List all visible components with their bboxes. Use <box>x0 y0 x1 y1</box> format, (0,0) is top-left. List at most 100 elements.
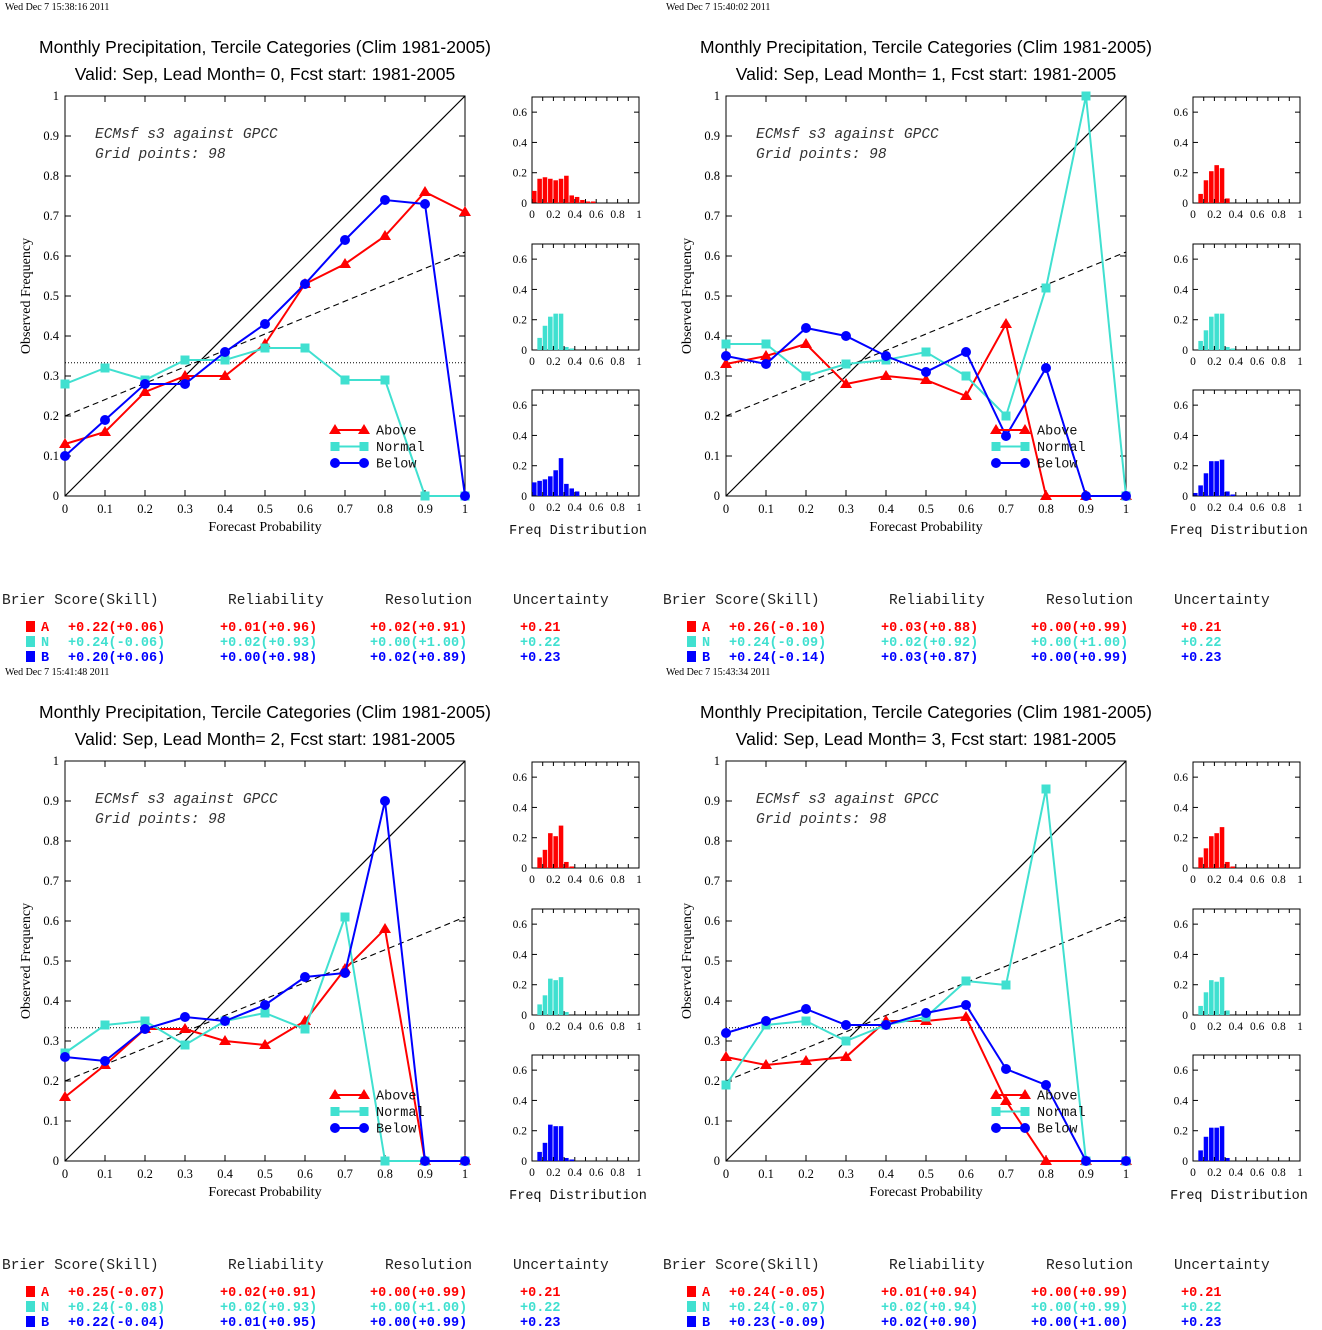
histogram-bar <box>558 178 564 203</box>
annotation-line1: ECMsf s3 against GPCC <box>756 127 939 143</box>
x-tick-label: 0.2 <box>798 502 814 516</box>
y-tick-label: 0.8 <box>704 834 720 848</box>
data-point-below <box>1001 431 1011 441</box>
uncertainty-score: +0.21 <box>1181 1286 1222 1301</box>
legend-label-below: Below <box>376 1123 417 1138</box>
histogram-bar <box>1214 461 1219 496</box>
y-tick-label: 0 <box>53 489 59 503</box>
score-swatch <box>26 636 35 647</box>
brier-score: +0.24(-0.06) <box>68 636 165 651</box>
data-point-below <box>180 1012 190 1022</box>
data-point-below <box>300 972 310 982</box>
freq-histogram-normal: 0 0.2 0.4 0.6 0 0.2 0.4 0.6 0.8 1 <box>1174 243 1303 368</box>
histogram-bar <box>1203 330 1209 350</box>
score-header: Resolution <box>1046 1258 1133 1274</box>
histogram-bar <box>574 196 580 203</box>
data-point-below <box>100 1056 110 1066</box>
legend-label-below: Below <box>376 458 417 473</box>
hist-x-tick-label: 0.8 <box>1271 502 1286 514</box>
legend-marker <box>990 424 1002 434</box>
histogram-bar <box>1198 1005 1203 1015</box>
histogram-bar <box>580 199 585 203</box>
score-letter: N <box>702 636 710 651</box>
data-point-normal <box>801 1016 811 1026</box>
hist-x-tick-label: 0.8 <box>1271 874 1286 886</box>
freq-distribution-label: Freq Distribution <box>1170 524 1308 539</box>
data-point-below <box>140 1024 150 1034</box>
histogram-bar <box>548 316 553 350</box>
data-point-normal <box>1001 980 1011 990</box>
legend-label-above: Above <box>1037 425 1078 440</box>
hist-x-tick-label: 0.6 <box>1250 874 1265 886</box>
annotation-line2: Grid points: 98 <box>756 147 887 163</box>
hist-y-tick-label: 0.2 <box>1174 315 1189 327</box>
y-tick-label: 0.1 <box>704 449 720 463</box>
y-tick-label: 0 <box>714 489 720 503</box>
legend-label-above: Above <box>376 1090 417 1105</box>
y-tick-label: 0.3 <box>43 369 59 383</box>
freq-histogram-below: 0 0.2 0.4 0.6 0 0.2 0.4 0.6 0.8 1 <box>513 1054 642 1179</box>
y-tick-label: 0.9 <box>43 129 59 143</box>
histogram-bar <box>564 1011 569 1015</box>
reliability-score: +0.03(+0.87) <box>881 651 978 666</box>
perfect-reliability-line <box>725 95 1127 497</box>
data-point-normal <box>1041 784 1051 794</box>
score-header: Resolution <box>385 593 472 609</box>
hist-x-tick-label: 0.8 <box>610 1167 625 1179</box>
x-tick-label: 0.5 <box>257 502 273 516</box>
score-header: Brier Score(Skill) <box>663 1258 820 1274</box>
hist-x-tick-label: 0.4 <box>1229 502 1244 514</box>
panel-1: Wed Dec 7 15:40:02 2011 Monthly Precipita… <box>663 2 1308 666</box>
histogram-bar <box>542 177 548 203</box>
score-swatch <box>687 621 696 632</box>
histogram-bar <box>1219 459 1225 496</box>
data-point-normal <box>380 375 390 385</box>
chart-title-line1: Monthly Precipitation, Tercile Categorie… <box>39 37 491 57</box>
histogram-bar <box>1203 992 1209 1015</box>
score-swatch <box>687 1316 696 1327</box>
x-tick-label: 0.1 <box>97 1167 113 1181</box>
freq-histogram-below: 0 0.2 0.4 0.6 0 0.2 0.4 0.6 0.8 1 <box>513 389 642 514</box>
hist-y-tick-label: 0.2 <box>1174 980 1189 992</box>
reliability-score: +0.03(+0.88) <box>881 621 978 636</box>
legend-marker <box>358 424 370 434</box>
reliability-score: +0.00(+0.98) <box>220 651 317 666</box>
x-axis-label: Forecast Probability <box>208 520 321 535</box>
x-tick-label: 0.1 <box>97 502 113 516</box>
data-point-above <box>840 378 852 388</box>
score-header: Uncertainty <box>1174 1258 1270 1274</box>
y-tick-label: 1 <box>53 754 59 768</box>
x-tick-label: 1 <box>1123 502 1129 516</box>
data-point-above <box>179 1023 191 1033</box>
data-point-normal <box>60 379 70 389</box>
y-tick-label: 0.6 <box>704 914 720 928</box>
brier-score: +0.24(-0.07) <box>729 1301 826 1316</box>
timestamp: Wed Dec 7 15:38:16 2011 <box>5 2 109 13</box>
hist-x-tick-label: 0 <box>529 502 535 514</box>
data-point-below <box>961 347 971 357</box>
hist-y-tick-label: 0 <box>521 1156 527 1168</box>
histogram-bar <box>1225 346 1230 350</box>
y-tick-label: 0.9 <box>43 794 59 808</box>
score-header: Reliability <box>889 1258 985 1274</box>
data-point-below <box>841 331 851 341</box>
score-header: Uncertainty <box>1174 593 1270 609</box>
freq-histogram-above: 0 0.2 0.4 0.6 0 0.2 0.4 0.6 0.8 1 <box>1174 96 1303 221</box>
legend-marker <box>991 1107 1001 1116</box>
freq-histogram-normal: 0 0.2 0.4 0.6 0 0.2 0.4 0.6 0.8 1 <box>513 243 642 368</box>
data-point-above <box>219 370 231 380</box>
score-swatch <box>26 651 35 662</box>
histogram-bar <box>564 175 569 203</box>
hist-y-tick-label: 0.4 <box>513 284 528 296</box>
chart-title-line2: Valid: Sep, Lead Month= 3, Fcst start: 1… <box>736 729 1117 749</box>
data-point-below <box>841 1020 851 1030</box>
data-point-below <box>801 1004 811 1014</box>
freq-distribution-label: Freq Distribution <box>1170 1189 1308 1204</box>
hist-x-tick-label: 0.8 <box>1271 1167 1286 1179</box>
histogram-bar <box>1225 198 1230 203</box>
x-axis-label: Forecast Probability <box>208 1185 321 1200</box>
histogram-bar <box>542 325 548 350</box>
hist-x-tick-label: 0.2 <box>1207 874 1222 886</box>
data-point-below <box>220 347 230 357</box>
